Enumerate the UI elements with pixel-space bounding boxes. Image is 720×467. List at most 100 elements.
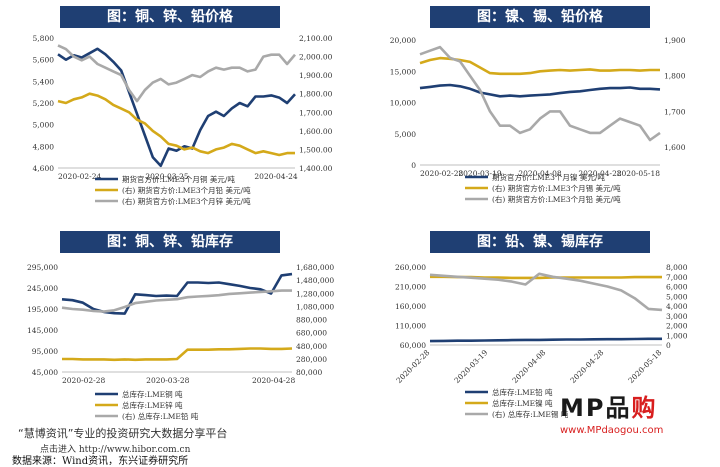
- chart-title: 图：铜、锌、铅库存: [60, 231, 280, 253]
- y-left-tick-label: 45,000: [32, 368, 58, 377]
- y-right-tick-label: 5,000: [666, 292, 688, 301]
- x-tick-label: 2020-02-28: [420, 169, 463, 178]
- y-right-tick-label: 280,000: [296, 355, 327, 364]
- y-right-tick-label: 1,000: [666, 331, 688, 340]
- y-left-tick-label: 5,800: [33, 34, 55, 43]
- series-line: [57, 44, 296, 103]
- y-right-tick-label: 1,800: [664, 72, 686, 81]
- y-right-tick-label: 1,400.00: [299, 164, 333, 173]
- legend-label: (右) 总库存:LME铅 吨: [122, 411, 199, 421]
- x-tick-label: 2020-05-18: [626, 348, 663, 385]
- y-right-tick-label: 4,000: [666, 302, 688, 311]
- legend-label: 总库存:LME铜 吨: [122, 389, 183, 399]
- y-right-tick-label: 1,500.00: [299, 145, 333, 154]
- footer-source: 数据来源：Wind资讯，东兴证券研究所: [12, 456, 189, 467]
- legend-label: 期货官方价:LME3个月镍 美元/吨: [492, 172, 605, 182]
- x-tick-label: 2020-04-08: [510, 348, 547, 385]
- x-tick-label: 2020-04-28: [568, 348, 605, 385]
- legend-label: 期货官方价:LME3个月铜 美元/吨: [122, 174, 235, 184]
- y-right-tick-label: 2,100.00: [299, 34, 333, 43]
- chart-svg: 4,600 4,800 5,000 5,200 5,400 5,600 5,800 1,400…: [33, 34, 333, 206]
- legend-label: (右) 期货官方价:LME3个月铅 美元/吨: [492, 194, 621, 204]
- series-line: [419, 45, 661, 142]
- y-right-tick-label: 1,480,000: [296, 276, 334, 285]
- series-line: [61, 272, 293, 315]
- y-right-tick-label: 1,600.00: [299, 127, 333, 136]
- y-right-tick-label: 1,900: [664, 36, 686, 45]
- series-line: [429, 337, 662, 343]
- chart-title: 图：镍、锡、铅价格: [430, 6, 650, 28]
- y-left-tick-label: 5,000: [395, 130, 417, 139]
- x-tick-label: 2020-04-28: [578, 169, 621, 178]
- chart-panel-br: 图：铅、镍、锡库存 60,000 110,000 160,000 210,000 260…: [370, 225, 710, 440]
- chart-svg: 45,000 95,000 145,000 195,000 245,000 295,000…: [27, 263, 334, 421]
- y-right-tick-label: 1,280,000: [296, 289, 334, 298]
- y-right-tick-label: 2,000: [666, 322, 688, 331]
- watermark-url: www.MPdaogou.com: [560, 425, 664, 436]
- footer-link[interactable]: 点击进入 http://www.hibor.com.cn: [40, 445, 191, 455]
- legend-label: 总库存:LME铅 吨: [492, 387, 553, 397]
- y-left-tick-label: 5,000: [33, 121, 55, 130]
- watermark-title-b: 品: [605, 394, 632, 422]
- y-right-tick-label: 7,000: [666, 273, 688, 282]
- x-tick-label: 2020-03-19: [458, 169, 501, 178]
- y-right-tick-label: 880,000: [296, 316, 327, 325]
- x-tick-label: 2020-03-19: [452, 348, 489, 385]
- series-line: [57, 47, 296, 168]
- y-right-tick-label: 1,680,000: [296, 263, 334, 272]
- y-left-tick-label: 15,000: [390, 67, 416, 76]
- watermark-title-c: 购: [631, 394, 658, 422]
- chart-svg: 0 5,000 10,000 15,000 20,000 1,600 1,700 1,800 1…: [390, 36, 686, 204]
- watermark-logo: MP品购 www.MPdaogou.com: [560, 388, 710, 448]
- y-left-tick-label: 5,200: [33, 99, 55, 108]
- y-left-tick-label: 0: [411, 161, 416, 170]
- y-right-tick-label: 8,000: [666, 263, 688, 272]
- y-left-tick-label: 295,000: [27, 263, 58, 272]
- footer-brand: “慧博资讯”专业的投资研究大数据分享平台: [18, 427, 228, 440]
- x-tick-label: 2020-02-24: [58, 172, 101, 181]
- y-right-tick-label: 0: [666, 341, 671, 350]
- y-left-tick-label: 5,400: [33, 77, 55, 86]
- y-right-tick-label: 2,000.00: [299, 53, 333, 62]
- legend-label: (右) 期货官方价:LME3个月锡 美元/吨: [492, 183, 621, 193]
- y-right-tick-label: 1,080,000: [296, 302, 334, 311]
- watermark-title-a: MP: [560, 394, 606, 422]
- y-left-tick-label: 4,800: [33, 142, 55, 151]
- x-tick-label: 2020-04-24: [254, 172, 297, 181]
- y-right-tick-label: 1,700: [664, 107, 686, 116]
- chart-title: 图：铅、镍、锡库存: [430, 231, 650, 253]
- series-line: [419, 83, 661, 98]
- y-left-tick-label: 4,600: [33, 164, 55, 173]
- legend-label: (右) 期货官方价:LME3个月锌 美元/吨: [122, 196, 251, 206]
- y-right-tick-label: 1,800.00: [299, 90, 333, 99]
- chart-panel-tr: 图：镍、锡、铅价格 0 5,000 10,000 15,000 20,000 1,600 1…: [370, 0, 710, 215]
- y-left-tick-label: 5,600: [33, 56, 55, 65]
- y-left-tick-label: 210,000: [395, 283, 426, 292]
- chart-svg: 60,000 110,000 160,000 210,000 260,000 01,000…: [394, 263, 688, 419]
- y-left-tick-label: 110,000: [395, 322, 426, 331]
- y-right-tick-label: 6,000: [666, 283, 688, 292]
- series-line: [57, 92, 295, 157]
- y-left-tick-label: 195,000: [27, 305, 58, 314]
- legend-label: 总库存:LME镍 吨: [492, 398, 553, 408]
- y-right-tick-label: 80,000: [296, 368, 322, 377]
- x-tick-label: 2020-05-18: [617, 169, 660, 178]
- y-left-tick-label: 260,000: [395, 263, 426, 272]
- y-left-tick-label: 10,000: [390, 99, 416, 108]
- y-left-tick-label: 60,000: [400, 341, 426, 350]
- chart-title: 图：铜、锌、铅价格: [60, 6, 280, 28]
- watermark-title: MP品购: [560, 388, 710, 423]
- series-line: [62, 347, 293, 362]
- y-left-tick-label: 245,000: [27, 284, 58, 293]
- x-tick-label: 2020-03-25: [145, 172, 188, 181]
- series-line: [61, 289, 292, 313]
- y-right-tick-label: 3,000: [666, 312, 688, 321]
- y-right-tick-label: 1,600: [664, 143, 686, 152]
- legend-label: (右) 期货官方价:LME3个月铅 美元/吨: [122, 185, 251, 195]
- y-right-tick-label: 1,900.00: [299, 71, 333, 80]
- series-line: [429, 272, 663, 312]
- chart-panel-bl: 图：铜、锌、铅库存 45,000 95,000 145,000 195,000 245,…: [0, 225, 340, 440]
- legend-label: (右) 总库存:LME锡 吨: [492, 409, 569, 419]
- y-right-tick-label: 480,000: [296, 342, 327, 351]
- y-right-tick-label: 680,000: [296, 329, 327, 338]
